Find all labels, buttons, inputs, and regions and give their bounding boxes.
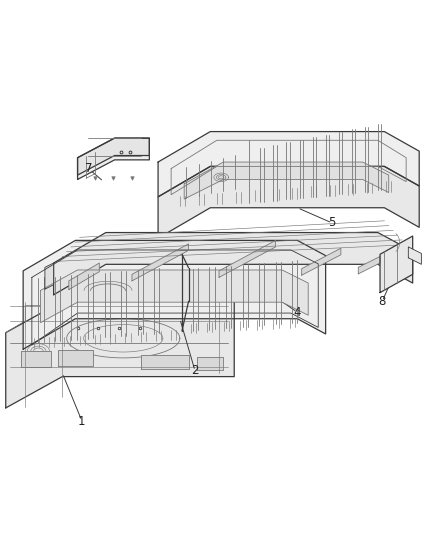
Polygon shape (358, 256, 380, 274)
Polygon shape (302, 248, 341, 275)
Text: 4: 4 (293, 306, 301, 319)
Polygon shape (219, 240, 276, 277)
Text: 2: 2 (191, 365, 199, 377)
Polygon shape (158, 132, 419, 197)
Polygon shape (78, 138, 149, 175)
Polygon shape (58, 350, 93, 366)
Polygon shape (408, 247, 421, 264)
Polygon shape (23, 240, 325, 349)
Polygon shape (132, 244, 188, 281)
Text: 8: 8 (378, 295, 386, 308)
Polygon shape (6, 301, 234, 408)
Polygon shape (21, 351, 51, 367)
Polygon shape (184, 162, 389, 199)
Polygon shape (45, 263, 53, 289)
Polygon shape (6, 301, 234, 408)
Polygon shape (78, 138, 149, 180)
Polygon shape (69, 263, 99, 289)
Text: 1: 1 (78, 415, 86, 427)
Polygon shape (158, 166, 419, 238)
Polygon shape (141, 355, 188, 369)
Text: 5: 5 (328, 216, 336, 230)
Polygon shape (197, 357, 223, 370)
Text: 7: 7 (85, 162, 92, 175)
Polygon shape (380, 236, 413, 293)
Polygon shape (41, 270, 308, 322)
Polygon shape (53, 232, 413, 295)
Polygon shape (53, 232, 413, 295)
